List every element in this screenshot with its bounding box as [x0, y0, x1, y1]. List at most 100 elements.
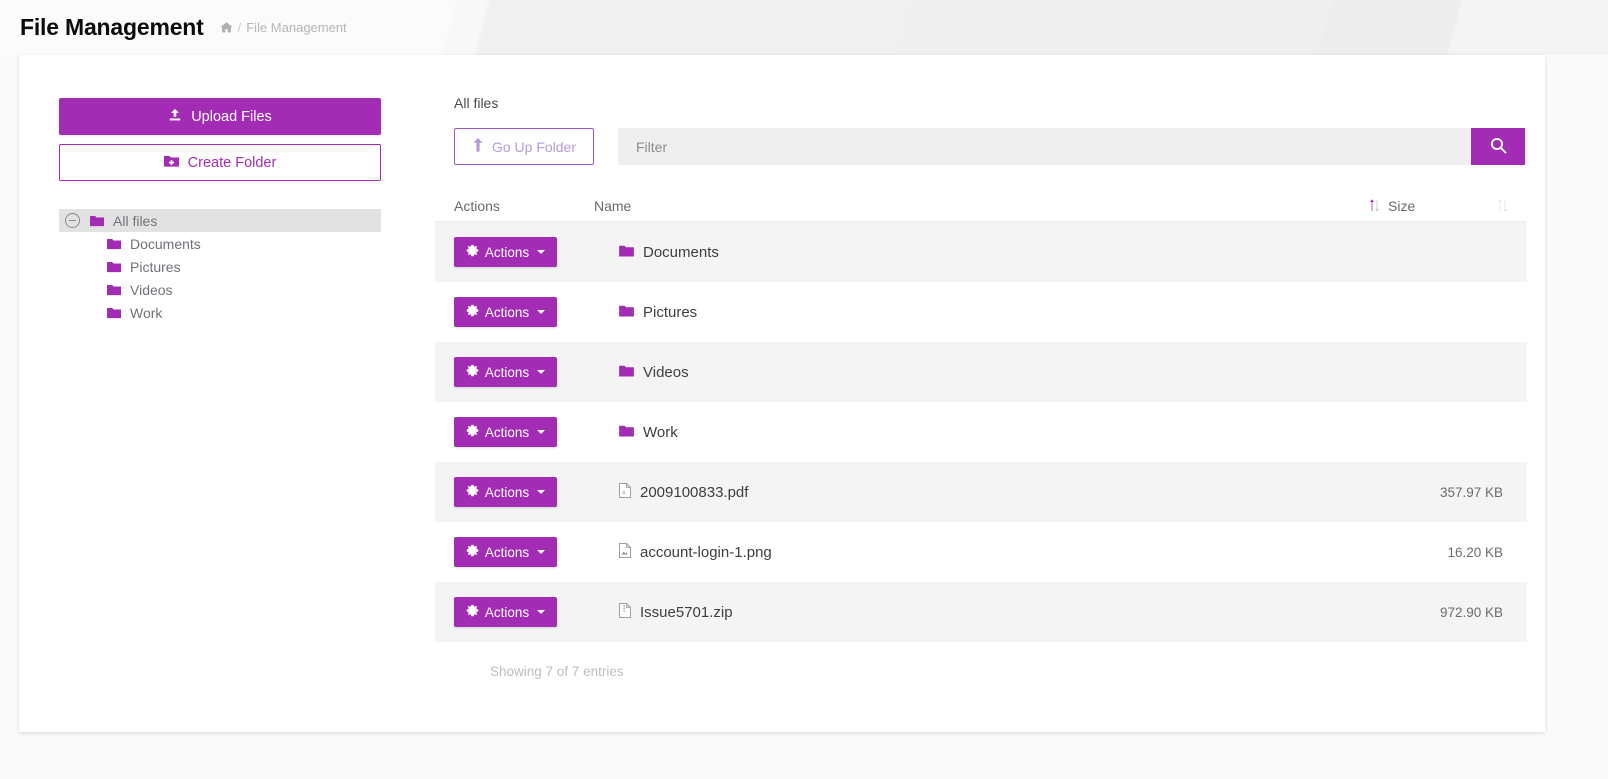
go-up-folder-button[interactable]: Go Up Folder [454, 128, 594, 165]
file-pdf-icon: A [619, 482, 632, 502]
row-name-label: account-login-1.png [640, 543, 772, 561]
file-browser: All files Go Up Folder Actions [435, 95, 1527, 679]
upload-files-button[interactable]: Upload Files [59, 98, 381, 135]
folder-plus-icon [163, 154, 179, 172]
folder-tree: All files Documents Pictures Videos [59, 209, 381, 324]
tree-item-work[interactable]: Work [59, 301, 381, 324]
gear-icon [466, 424, 479, 440]
file-archive-icon [619, 602, 632, 622]
column-header-size[interactable]: Size [1388, 198, 1508, 214]
row-name-cell[interactable]: Issue5701.zip [594, 602, 1388, 622]
row-actions-cell: Actions [454, 237, 594, 267]
tree-item-label: All files [113, 212, 158, 229]
row-size-cell: 16.20 KB [1447, 544, 1503, 560]
row-actions-cell: Actions [454, 417, 594, 447]
table-row[interactable]: Actions A 2009100833.pdf 357.97 KB [435, 462, 1527, 522]
filter-group [618, 128, 1525, 165]
table-row[interactable]: Actions Videos [435, 342, 1527, 402]
row-name-label: Work [643, 423, 678, 441]
tree-item-all-files[interactable]: All files [59, 209, 381, 232]
row-name-cell[interactable]: Documents [594, 244, 1388, 261]
row-size-cell: 972.90 KB [1439, 604, 1503, 620]
file-toolbar: Go Up Folder [435, 128, 1525, 165]
actions-button[interactable]: Actions [454, 537, 557, 567]
column-header-actions: Actions [454, 197, 500, 214]
row-actions-cell: Actions [454, 357, 594, 387]
table-row[interactable]: Actions Issue5701.zip 972.90 KB [435, 582, 1527, 642]
chevron-down-icon [537, 490, 546, 494]
actions-label: Actions [484, 244, 530, 260]
row-name-label: Issue5701.zip [640, 603, 733, 621]
tree-item-label: Documents [130, 235, 201, 252]
actions-label: Actions [484, 604, 530, 620]
row-name-cell[interactable]: Videos [594, 364, 1388, 381]
row-actions-cell: Actions [454, 477, 594, 507]
search-icon [1490, 137, 1507, 157]
actions-label: Actions [484, 424, 530, 440]
content-card: Upload Files Create Folder All files Doc… [19, 55, 1545, 732]
folder-icon [619, 364, 634, 381]
table-row[interactable]: Actions Documents [435, 222, 1527, 282]
row-name-label: Videos [643, 363, 689, 381]
actions-button[interactable]: Actions [454, 237, 557, 267]
folder-icon [619, 244, 634, 261]
go-up-folder-label: Go Up Folder [491, 138, 577, 155]
create-folder-label: Create Folder [187, 154, 277, 171]
sort-icon[interactable] [1369, 198, 1380, 213]
create-folder-button[interactable]: Create Folder [59, 144, 381, 181]
table-row[interactable]: Actions account-login-1.png 16.20 KB [435, 522, 1527, 582]
search-button[interactable] [1471, 128, 1525, 165]
actions-button[interactable]: Actions [454, 477, 557, 507]
gear-icon [466, 604, 479, 620]
row-name-cell[interactable]: Work [594, 424, 1388, 441]
actions-label: Actions [484, 484, 530, 500]
table-row[interactable]: Actions Pictures [435, 282, 1527, 342]
file-table: Actions Name Size [435, 190, 1527, 679]
actions-label: Actions [484, 304, 530, 320]
chevron-down-icon [537, 310, 546, 314]
column-header-name-label: Name [594, 197, 632, 214]
filter-input[interactable] [618, 128, 1471, 165]
column-header-name[interactable]: Name [594, 198, 1388, 214]
actions-button[interactable]: Actions [454, 417, 557, 447]
chevron-down-icon [537, 610, 546, 614]
actions-button[interactable]: Actions [454, 297, 557, 327]
page-header: File Management / File Management [0, 0, 1608, 55]
folder-icon [619, 304, 634, 321]
row-name-cell[interactable]: Pictures [594, 304, 1388, 321]
tree-item-pictures[interactable]: Pictures [59, 255, 381, 278]
chevron-down-icon [537, 370, 546, 374]
gear-icon [466, 364, 479, 380]
tree-item-label: Pictures [130, 258, 181, 275]
gear-icon [466, 484, 479, 500]
column-header-size-label: Size [1388, 197, 1416, 214]
chevron-down-icon [537, 430, 546, 434]
gear-icon [466, 304, 479, 320]
row-name-cell[interactable]: account-login-1.png [594, 542, 1388, 562]
sidebar: Upload Files Create Folder All files Doc… [59, 98, 381, 324]
actions-label: Actions [484, 364, 530, 380]
tree-item-documents[interactable]: Documents [59, 232, 381, 255]
actions-button[interactable]: Actions [454, 357, 557, 387]
actions-button[interactable]: Actions [454, 597, 557, 627]
breadcrumb-current: File Management [246, 20, 347, 35]
table-footer-summary: Showing 7 of 7 entries [490, 664, 624, 679]
upload-files-label: Upload Files [191, 108, 272, 125]
row-name-label: Documents [643, 243, 719, 261]
folder-icon [107, 284, 121, 296]
tree-item-videos[interactable]: Videos [59, 278, 381, 301]
upload-icon [168, 108, 182, 126]
sort-icon[interactable] [1497, 198, 1508, 213]
row-name-cell[interactable]: A 2009100833.pdf [594, 482, 1388, 502]
folder-icon [107, 261, 121, 273]
home-icon[interactable] [220, 21, 233, 34]
current-folder-label: All files [454, 95, 499, 111]
folder-icon [619, 424, 634, 441]
arrow-up-icon [472, 138, 484, 155]
row-actions-cell: Actions [454, 597, 594, 627]
table-row[interactable]: Actions Work [435, 402, 1527, 462]
minus-circle-icon[interactable] [65, 213, 80, 228]
row-actions-cell: Actions [454, 297, 594, 327]
breadcrumb-separator: / [237, 20, 242, 35]
page-title: File Management [20, 14, 204, 40]
